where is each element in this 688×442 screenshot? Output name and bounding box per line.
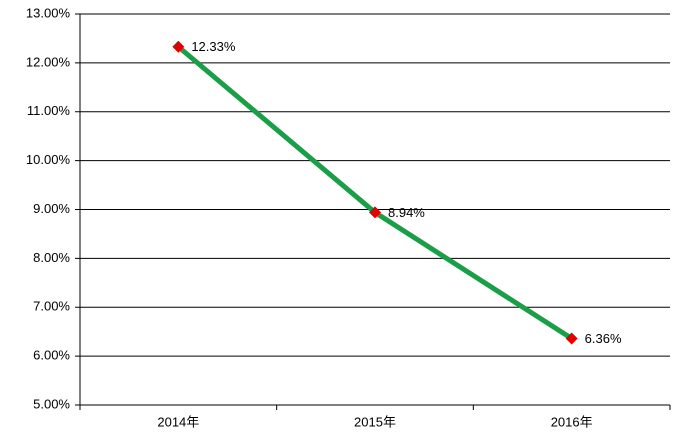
data-label: 8.94% <box>388 205 425 220</box>
x-tick-label: 2015年 <box>354 414 396 429</box>
x-tick-label: 2016年 <box>551 414 593 429</box>
marker <box>172 40 185 53</box>
y-tick-label: 13.00% <box>26 5 71 20</box>
line <box>176 44 574 341</box>
data-label: 6.36% <box>585 331 622 346</box>
y-tick-label: 6.00% <box>33 348 70 363</box>
y-tick-label: 12.00% <box>26 54 71 69</box>
y-tick-label: 9.00% <box>33 201 70 216</box>
marker <box>369 206 381 219</box>
y-tick-label: 8.00% <box>33 250 70 265</box>
y-tick-label: 7.00% <box>33 299 70 314</box>
y-tick-label: 5.00% <box>33 396 70 411</box>
y-tick-label: 11.00% <box>27 103 71 118</box>
x-tick-label: 2014年 <box>157 414 199 429</box>
marker <box>565 332 578 345</box>
data-label: 12.33% <box>191 39 236 54</box>
y-tick-label: 10.00% <box>26 152 71 167</box>
